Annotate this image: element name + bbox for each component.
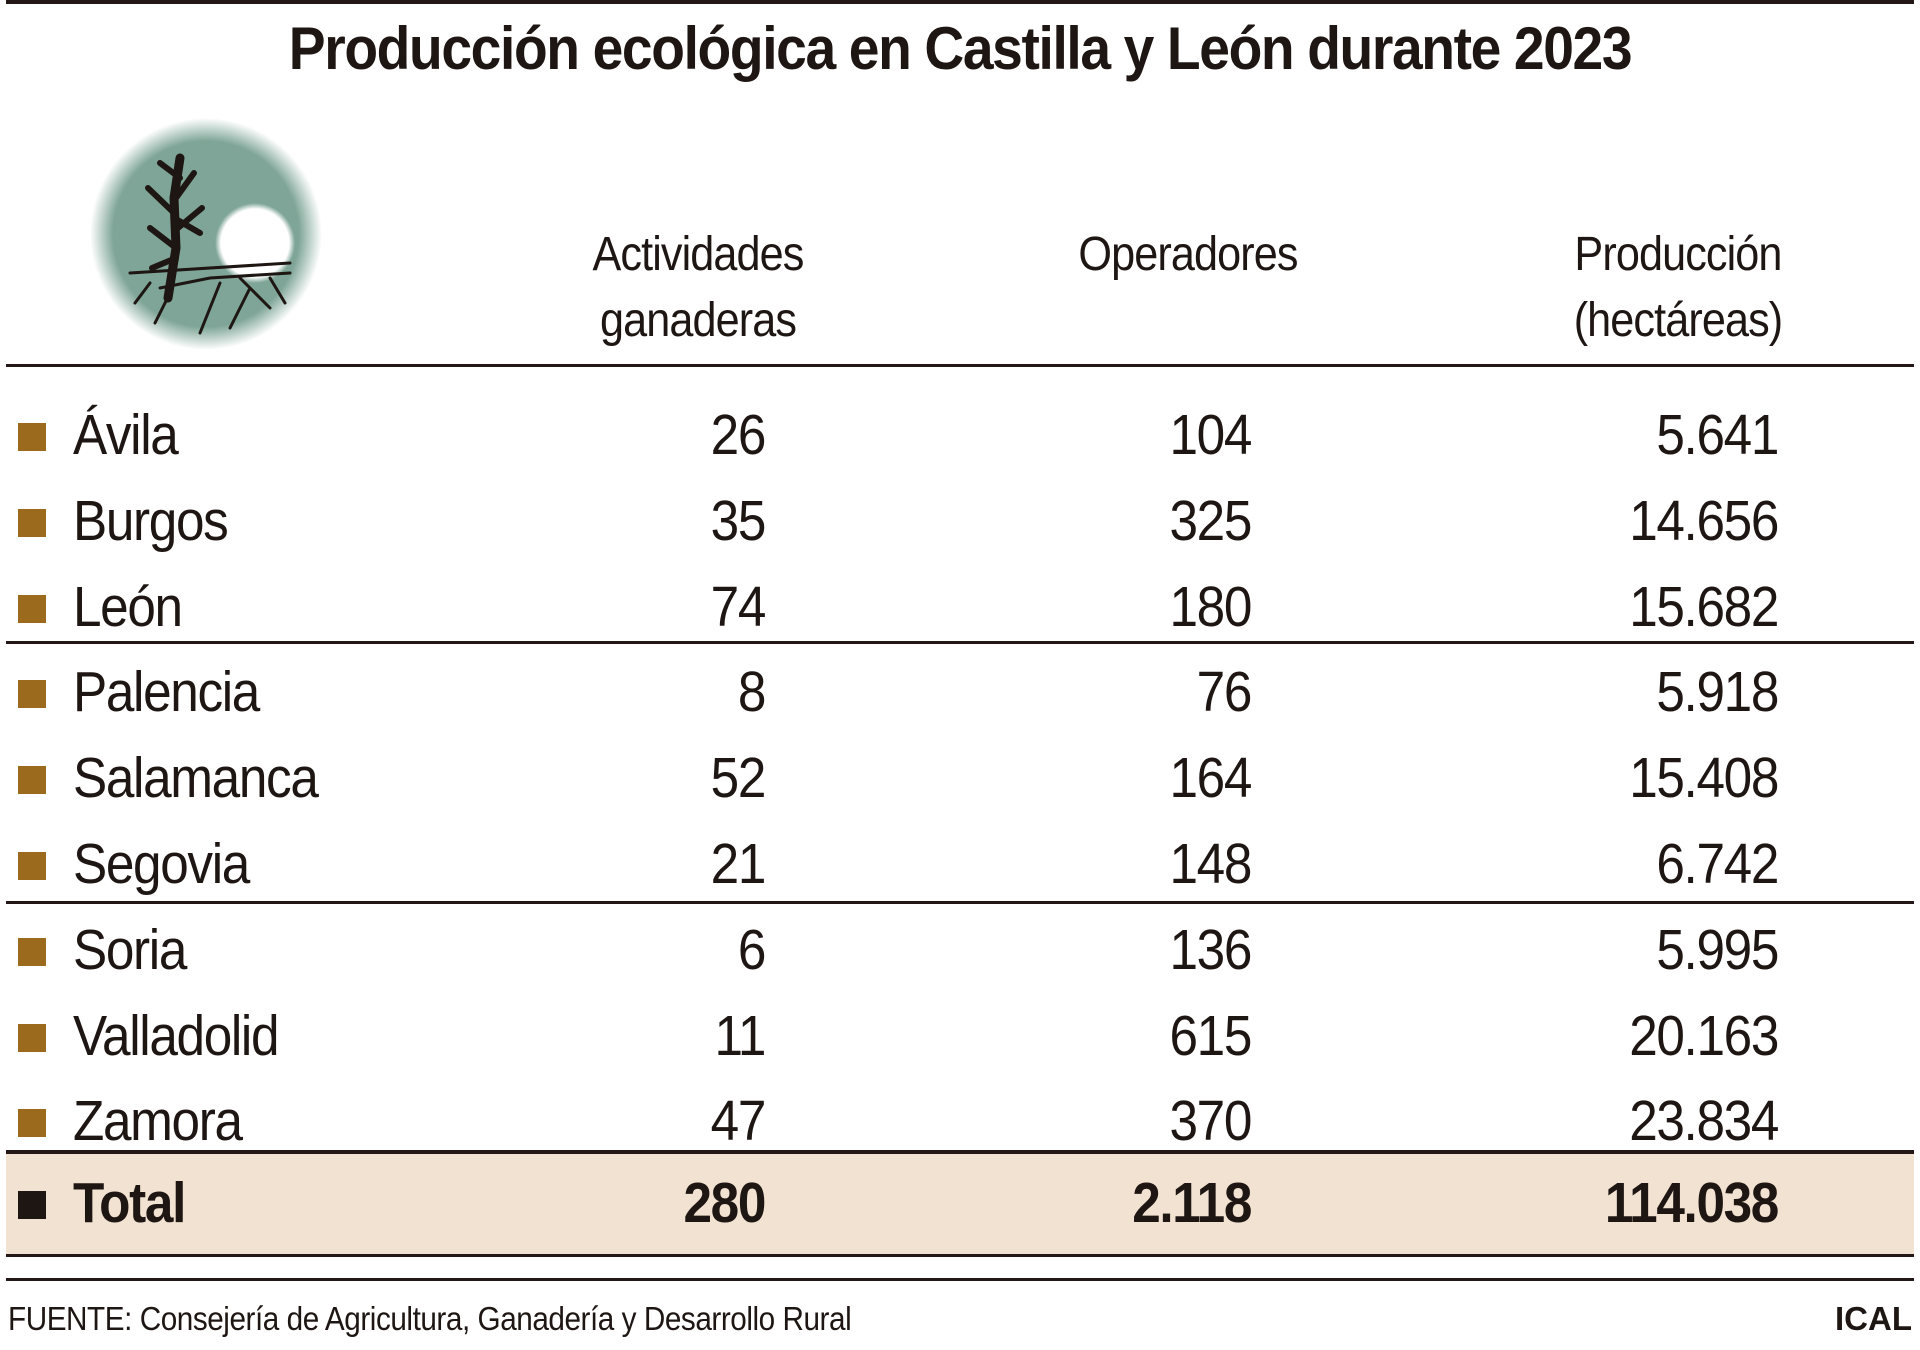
top-rule [6,0,1914,4]
bullet-square-icon [18,423,46,451]
cell-produccion: 14.656 [1629,488,1779,553]
cell-operadores: 164 [1169,746,1252,811]
header-line: (hectáreas) [1573,294,1783,347]
table-row: Zamora 47 370 23.834 [0,1080,1920,1166]
header-line: Operadores [1078,228,1298,281]
cell-actividades: 52 [710,746,767,811]
source-note: FUENTE: Consejería de Agricultura, Ganad… [8,1300,852,1337]
cell-operadores: 2.118 [1132,1171,1252,1235]
bullet-square-icon [18,766,46,795]
cell-produccion: 15.408 [1629,746,1779,811]
bullet-square-icon [18,1191,46,1219]
cell-operadores: 180 [1169,574,1252,639]
cell-operadores: 136 [1169,917,1252,982]
total-row: Total 280 2.118 114.038 [0,1162,1920,1248]
organic-tree-logo [90,118,322,350]
cell-operadores: 325 [1169,488,1252,553]
table-row: Salamanca 52 164 15.408 [0,737,1920,823]
province-name: Valladolid [73,1003,280,1068]
province-name: Soria [73,917,187,982]
province-name: Zamora [73,1089,243,1154]
bullet-square-icon [18,852,46,880]
header-actividades: Actividades ganaderas [518,222,878,354]
header-operadores: Operadores [1008,222,1368,288]
footer-rule [6,1278,1914,1281]
cell-operadores: 76 [1196,660,1253,725]
total-top-rule [6,1150,1914,1154]
header-rule [6,364,1914,367]
cell-actividades: 21 [710,832,767,896]
cell-actividades: 6 [737,917,767,982]
cell-produccion: 23.834 [1629,1089,1779,1154]
cell-actividades: 280 [683,1171,766,1235]
cell-produccion: 20.163 [1629,1003,1779,1068]
cell-produccion: 5.641 [1656,403,1779,467]
bullet-square-icon [18,937,46,966]
group-rule [6,641,1914,644]
table-row: Valladolid 11 615 20.163 [0,995,1920,1081]
cell-produccion: 15.682 [1629,574,1779,639]
header-produccion: Producción (hectáreas) [1498,222,1858,354]
header-line: Producción [1574,228,1782,281]
cell-actividades: 35 [710,488,767,553]
chart-title: Producción ecológica en Castilla y León … [288,15,1633,82]
cell-produccion: 5.995 [1656,917,1779,982]
bullet-square-icon [18,508,46,537]
province-name: Ávila [73,403,179,467]
bullet-square-icon [18,680,46,709]
cell-actividades: 26 [710,403,767,467]
table-row: Palencia 8 76 5.918 [0,651,1920,737]
cell-produccion: 114.038 [1604,1171,1780,1235]
cell-actividades: 74 [710,574,767,639]
table-row: Ávila 26 104 5.641 [0,394,1920,480]
cell-operadores: 370 [1169,1089,1252,1154]
table-row: Soria 6 136 5.995 [0,909,1920,995]
cell-operadores: 148 [1169,832,1252,896]
province-name: Salamanca [73,746,319,811]
province-name: Palencia [73,660,260,725]
bullet-square-icon [18,594,46,623]
cell-actividades: 8 [737,660,767,725]
header-line: Actividades [592,228,804,281]
header-line: ganaderas [599,294,797,347]
total-band [6,1153,1914,1255]
bullet-square-icon [18,1023,46,1052]
credit: ICAL [1835,1300,1912,1337]
province-name: Total [73,1171,186,1235]
cell-produccion: 5.918 [1656,660,1779,725]
table-row: León 74 180 15.682 [0,566,1920,652]
province-name: León [73,574,183,639]
table-row: Burgos 35 325 14.656 [0,480,1920,566]
cell-operadores: 615 [1169,1003,1252,1068]
bullet-square-icon [18,1109,46,1138]
cell-actividades: 11 [714,1003,766,1068]
group-rule [6,901,1914,904]
cell-actividades: 47 [710,1089,767,1154]
province-name: Burgos [73,488,229,553]
province-name: Segovia [73,832,250,896]
cell-operadores: 104 [1169,403,1252,467]
table-row: Segovia 21 148 6.742 [0,823,1920,909]
cell-produccion: 6.742 [1656,832,1779,896]
total-bottom-rule [6,1254,1914,1257]
